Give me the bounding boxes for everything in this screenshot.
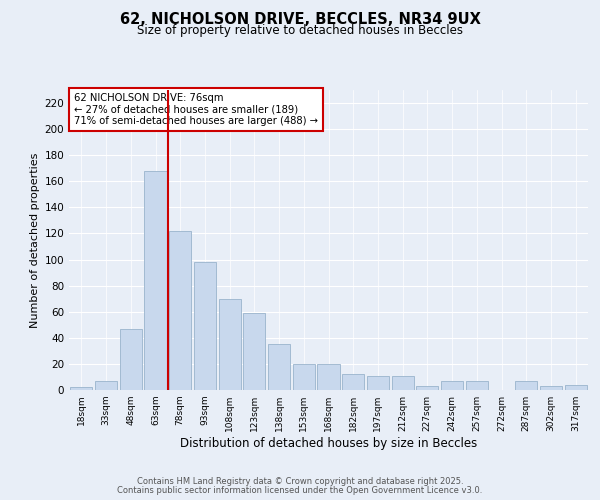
Bar (540, 386, 562, 390)
Bar (441, 381, 463, 390)
Y-axis label: Number of detached properties: Number of detached properties (30, 152, 40, 328)
Bar (194, 262, 216, 390)
Bar (293, 364, 315, 390)
Bar (268, 344, 290, 390)
Text: 62 NICHOLSON DRIVE: 76sqm
← 27% of detached houses are smaller (189)
71% of semi: 62 NICHOLSON DRIVE: 76sqm ← 27% of detac… (74, 93, 318, 126)
Bar (317, 364, 340, 390)
Text: 62, NICHOLSON DRIVE, BECCLES, NR34 9UX: 62, NICHOLSON DRIVE, BECCLES, NR34 9UX (119, 12, 481, 28)
Bar (342, 374, 364, 390)
Bar (169, 231, 191, 390)
Bar (367, 376, 389, 390)
Bar (70, 388, 92, 390)
Text: Size of property relative to detached houses in Beccles: Size of property relative to detached ho… (137, 24, 463, 37)
Bar (392, 376, 414, 390)
X-axis label: Distribution of detached houses by size in Beccles: Distribution of detached houses by size … (180, 437, 477, 450)
Text: Contains public sector information licensed under the Open Government Licence v3: Contains public sector information licen… (118, 486, 482, 495)
Bar (119, 328, 142, 390)
Bar (515, 381, 538, 390)
Bar (218, 298, 241, 390)
Bar (416, 386, 439, 390)
Bar (95, 381, 117, 390)
Bar (565, 385, 587, 390)
Bar (466, 381, 488, 390)
Bar (243, 313, 265, 390)
Text: Contains HM Land Registry data © Crown copyright and database right 2025.: Contains HM Land Registry data © Crown c… (137, 477, 463, 486)
Bar (145, 171, 167, 390)
